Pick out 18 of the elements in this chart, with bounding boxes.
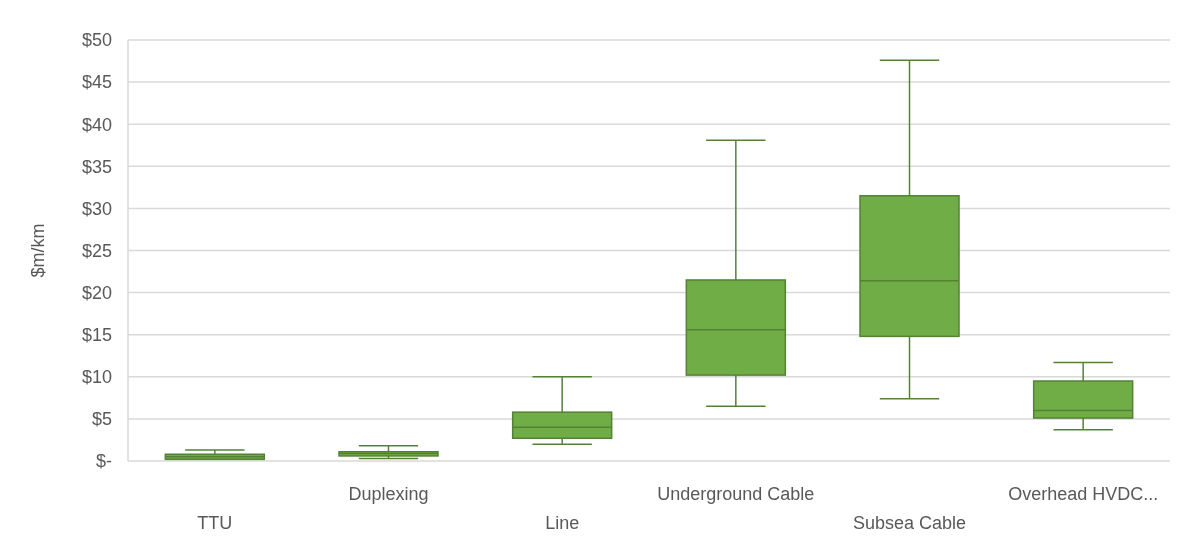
y-tick-label: $10 bbox=[81, 367, 112, 388]
y-tick-label: $20 bbox=[81, 282, 112, 303]
x-tick-label: Subsea Cable bbox=[852, 513, 967, 533]
y-tick-label: $45 bbox=[81, 72, 112, 93]
x-tick-label: Overhead HVDC... bbox=[1008, 484, 1159, 504]
y-axis-title: $m/km bbox=[28, 223, 48, 278]
x-tick-label: Line bbox=[545, 513, 580, 533]
y-tick-label: $50 bbox=[81, 30, 112, 51]
x-tick-label: TTU bbox=[197, 513, 233, 533]
y-tick-label: $- bbox=[95, 451, 112, 472]
y-tick-label: $15 bbox=[81, 325, 112, 345]
y-tick-label: $40 bbox=[81, 114, 112, 135]
x-tick-label: Underground Cable bbox=[657, 484, 815, 504]
x-tick-label: Duplexing bbox=[348, 484, 429, 504]
y-tick-label: $30 bbox=[81, 198, 112, 219]
y-tick-label: $25 bbox=[81, 240, 112, 261]
y-tick-label: $5 bbox=[91, 409, 112, 430]
y-tick-label: $35 bbox=[81, 156, 112, 177]
